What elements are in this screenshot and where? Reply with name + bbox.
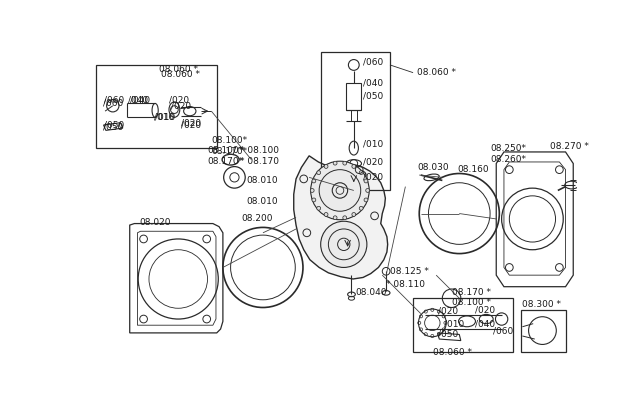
Circle shape: [317, 171, 321, 174]
Text: * 08.110: * 08.110: [386, 280, 425, 289]
Text: 08.060 *: 08.060 *: [161, 70, 200, 80]
Text: /040: /040: [475, 319, 495, 328]
Text: 08.100 *: 08.100 *: [451, 298, 491, 306]
Text: /020: /020: [181, 119, 201, 128]
Text: /050: /050: [363, 91, 383, 100]
Circle shape: [343, 161, 347, 165]
Text: 08.250*: 08.250*: [490, 144, 526, 152]
Circle shape: [317, 206, 321, 210]
Text: * 08.100: * 08.100: [240, 146, 279, 155]
Text: 08.060 *: 08.060 *: [159, 65, 198, 74]
Text: 08.100*: 08.100*: [208, 146, 244, 155]
Text: 08.270 *: 08.270 *: [550, 142, 589, 151]
Text: /060: /060: [104, 96, 124, 105]
Polygon shape: [294, 156, 388, 279]
Text: 08.020: 08.020: [140, 218, 171, 227]
Circle shape: [321, 221, 367, 268]
Text: /020: /020: [363, 173, 383, 182]
Text: /010: /010: [154, 113, 174, 122]
Text: /010: /010: [363, 140, 383, 149]
Text: /040: /040: [363, 78, 383, 87]
Text: /020: /020: [181, 120, 201, 130]
Text: /010: /010: [444, 319, 464, 328]
Circle shape: [312, 179, 316, 183]
Text: 08.160: 08.160: [458, 165, 489, 174]
Text: /050: /050: [104, 120, 124, 130]
Text: 08.170*: 08.170*: [208, 158, 244, 166]
Text: /020: /020: [438, 307, 458, 316]
Text: /060: /060: [363, 57, 383, 66]
Circle shape: [359, 171, 363, 174]
Text: /040: /040: [130, 96, 150, 105]
Text: /060: /060: [493, 327, 513, 336]
Circle shape: [352, 212, 356, 216]
Circle shape: [352, 164, 356, 168]
Text: /050: /050: [438, 330, 458, 339]
Circle shape: [324, 164, 328, 168]
Text: 08.060 *: 08.060 *: [433, 348, 472, 357]
Text: /060: /060: [103, 99, 123, 108]
Text: /040: /040: [128, 96, 149, 105]
Text: /050: /050: [103, 122, 123, 131]
Text: 08.030: 08.030: [417, 163, 449, 172]
Circle shape: [333, 161, 337, 165]
Text: /020: /020: [169, 96, 189, 105]
Text: 08.260*: 08.260*: [490, 155, 526, 164]
Circle shape: [311, 161, 369, 220]
Circle shape: [359, 206, 363, 210]
Circle shape: [364, 179, 368, 183]
Text: /020: /020: [363, 158, 383, 166]
Text: /020: /020: [475, 305, 495, 314]
Circle shape: [311, 188, 314, 192]
Text: 08.010: 08.010: [246, 176, 278, 185]
Circle shape: [333, 216, 337, 220]
Text: /020: /020: [170, 101, 191, 110]
Text: 08.010: 08.010: [246, 198, 278, 206]
Circle shape: [366, 188, 370, 192]
Text: 08.100*: 08.100*: [212, 136, 248, 145]
Bar: [346, 83, 361, 110]
Text: 08.200: 08.200: [241, 214, 273, 224]
Text: * 08.170: * 08.170: [240, 158, 279, 166]
Circle shape: [324, 212, 328, 216]
Text: 08.170 *: 08.170 *: [451, 288, 491, 297]
Circle shape: [343, 216, 347, 220]
Text: 08.170*: 08.170*: [212, 148, 248, 156]
Text: 08.040: 08.040: [356, 288, 387, 297]
Text: 08.300 *: 08.300 *: [522, 300, 561, 309]
Text: 08.125 *: 08.125 *: [390, 267, 429, 276]
Text: 08.060 *: 08.060 *: [417, 68, 456, 77]
Text: /010: /010: [155, 113, 176, 122]
Circle shape: [364, 198, 368, 202]
Circle shape: [312, 198, 316, 202]
